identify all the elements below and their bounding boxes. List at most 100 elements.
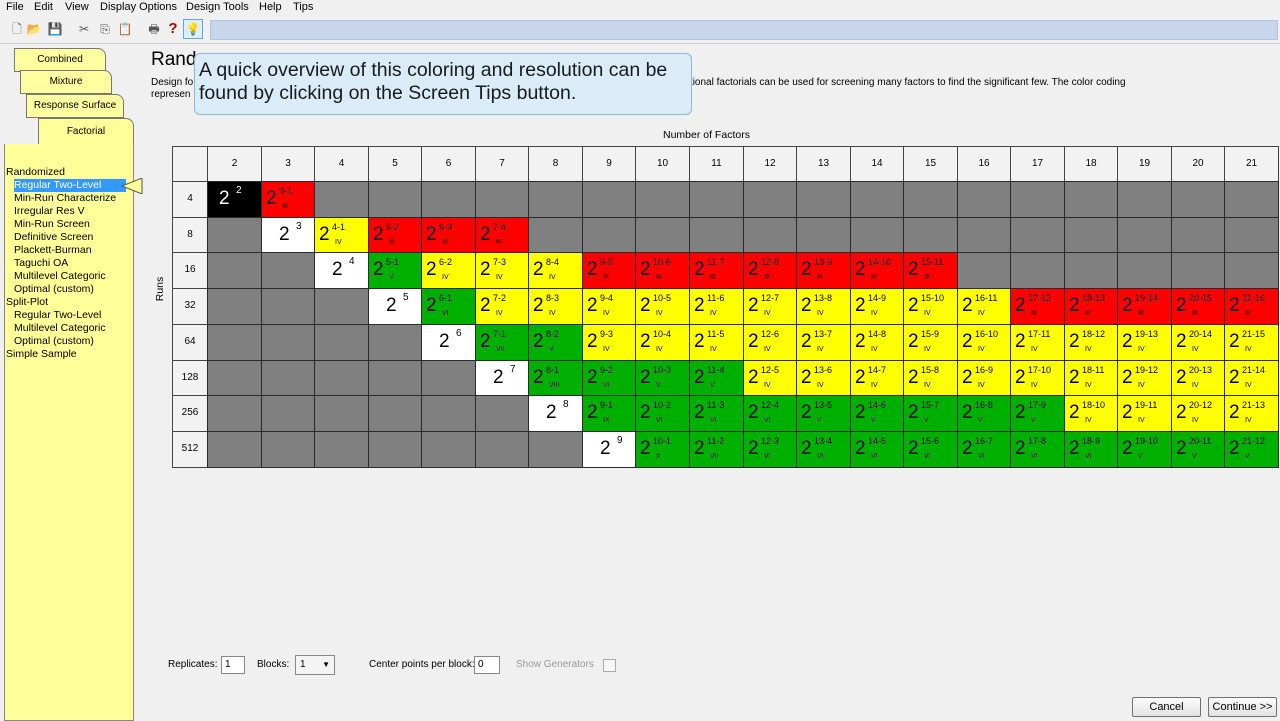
replicates-input[interactable]: 1 [221,656,245,674]
design-cell[interactable]: 2 17-9 V [1010,395,1065,432]
tree-item-multilevel-categoric[interactable]: Multilevel Categoric [14,270,106,282]
design-cell[interactable]: 2 13-6 IV [796,360,851,396]
design-cell[interactable]: 2 16-11 IV [957,288,1011,325]
design-cell[interactable]: 2 10-4 IV [635,324,690,361]
design-cell[interactable]: 2 14-10 III [850,252,904,289]
design-cell[interactable]: 2 16-8 V [957,395,1011,432]
design-cell[interactable]: 2 13-5 V [796,395,851,432]
help-icon[interactable]: ? [168,20,178,37]
design-cell[interactable]: 2 15-10 IV [903,288,958,325]
design-cell[interactable]: 2 15-11 III [903,252,958,289]
design-cell[interactable]: 2 16-7 VI [957,431,1011,468]
design-cell[interactable]: 2 12-4 VI [743,395,797,432]
tree-item-min-run-screen[interactable]: Min-Run Screen [14,218,90,230]
menu-help[interactable]: Help [259,1,282,13]
design-cell[interactable]: 2 9-4 IV [582,288,636,325]
design-cell[interactable]: 2 12-6 IV [743,324,797,361]
design-cell[interactable]: 2 15-9 IV [903,324,958,361]
show-generators-checkbox[interactable] [603,659,616,672]
design-cell[interactable]: 2 5-1 V [368,252,422,289]
design-cell[interactable]: 2 21-15 IV [1224,324,1279,361]
design-cell[interactable]: 2 13-9 III [796,252,851,289]
print-icon[interactable]: 🖶 [148,22,160,36]
tree-item-split-plot[interactable]: Split-Plot [6,296,49,308]
tree-item-multilevel-categoric[interactable]: Multilevel Categoric [14,322,106,334]
design-cell[interactable]: 2 13-4 VI [796,431,851,468]
design-cell[interactable]: 2 11-5 IV [689,324,744,361]
menu-edit[interactable]: Edit [34,1,53,13]
design-cell[interactable]: 2 12-5 IV [743,360,797,396]
design-cell[interactable]: 2 14-9 IV [850,288,904,325]
design-cell[interactable]: 2 10-3 V [635,360,690,396]
tab-combined[interactable]: Combined [14,48,106,72]
tree-item-definitive-screen[interactable]: Definitive Screen [14,231,94,243]
design-cell[interactable]: 2 19-14 III [1117,288,1172,325]
design-cell[interactable]: 2 17-8 VI [1010,431,1065,468]
design-cell[interactable]: 2 19-13 IV [1117,324,1172,361]
screen-tips-icon[interactable]: 💡 [183,19,203,39]
menu-tips[interactable]: Tips [293,1,314,13]
design-cell[interactable]: 2 10-5 IV [635,288,690,325]
paste-icon[interactable]: 📋 [117,22,133,36]
design-cell[interactable]: 2 21-12 V [1224,431,1279,468]
design-cell[interactable]: 2 12-7 IV [743,288,797,325]
design-cell[interactable]: 2 13-7 IV [796,324,851,361]
blocks-select[interactable]: 1 ▼ [295,655,335,675]
design-cell[interactable]: 2 15-7 V [903,395,958,432]
save-icon[interactable]: 💾 [47,22,63,36]
design-cell[interactable]: 2 12-3 VI [743,431,797,468]
tab-response-surface[interactable]: Response Surface [26,94,124,118]
tree-item-regular-two-level[interactable]: Regular Two-Level [14,179,126,192]
design-cell[interactable]: 2 7-4 III [475,217,529,253]
design-cell[interactable]: 2 4-1 IV [314,217,369,253]
menu-design-tools[interactable]: Design Tools [186,1,249,13]
design-cell[interactable]: 2 13-8 IV [796,288,851,325]
design-cell[interactable]: 2 6-2 IV [421,252,476,289]
design-cell[interactable]: 2 7-2 IV [475,288,529,325]
design-cell[interactable]: 2 19-11 IV [1117,395,1172,432]
menu-file[interactable]: File [6,1,24,13]
tree-item-randomized[interactable]: Randomized [6,166,65,178]
design-cell[interactable]: 2 9-2 VI [582,360,636,396]
tree-item-optimal-custom[interactable]: Optimal (custom) [14,335,94,347]
design-cell[interactable]: 2 18-12 IV [1064,324,1118,361]
design-cell[interactable]: 2 11-7 III [689,252,744,289]
design-cell[interactable]: 2 6-3 III [421,217,476,253]
design-cell[interactable]: 2 9-1 IX [582,395,636,432]
design-cell[interactable]: 2 10-6 III [635,252,690,289]
design-cell[interactable]: 2 11-4 V [689,360,744,396]
design-cell[interactable]: 2 21-13 IV [1224,395,1279,432]
design-cell[interactable]: 2 20-11 V [1171,431,1225,468]
design-cell[interactable]: 2 14-6 V [850,395,904,432]
copy-icon[interactable]: ⎘ [100,22,110,36]
design-cell[interactable]: 2 11-6 IV [689,288,744,325]
design-cell[interactable]: 2 14-5 VI [850,431,904,468]
design-cell[interactable]: 2 7-3 IV [475,252,529,289]
design-cell[interactable]: 2 18-10 IV [1064,395,1118,432]
design-cell[interactable]: 2 19-10 V [1117,431,1172,468]
design-cell[interactable]: 2 14-7 IV [850,360,904,396]
design-cell[interactable]: 2 16-9 IV [957,360,1011,396]
design-cell[interactable]: 2 18-11 IV [1064,360,1118,396]
design-cell[interactable]: 2 10-1 X [635,431,690,468]
center-points-input[interactable]: 0 [474,656,500,674]
design-cell[interactable]: 2 19-12 IV [1117,360,1172,396]
design-cell[interactable]: 2 9-5 III [582,252,636,289]
design-cell[interactable]: 2 12-8 III [743,252,797,289]
tree-item-simple-sample[interactable]: Simple Sample [6,348,77,360]
design-cell[interactable]: 2 17-12 III [1010,288,1065,325]
design-cell[interactable]: 2 17-11 IV [1010,324,1065,361]
design-cell[interactable]: 2 5-2 III [368,217,422,253]
cancel-button[interactable]: Cancel [1132,697,1201,717]
design-cell[interactable]: 2 15-8 IV [903,360,958,396]
design-cell[interactable]: 2 11-3 VI [689,395,744,432]
design-cell[interactable]: 2 21-14 IV [1224,360,1279,396]
design-cell[interactable]: 2 17-10 IV [1010,360,1065,396]
